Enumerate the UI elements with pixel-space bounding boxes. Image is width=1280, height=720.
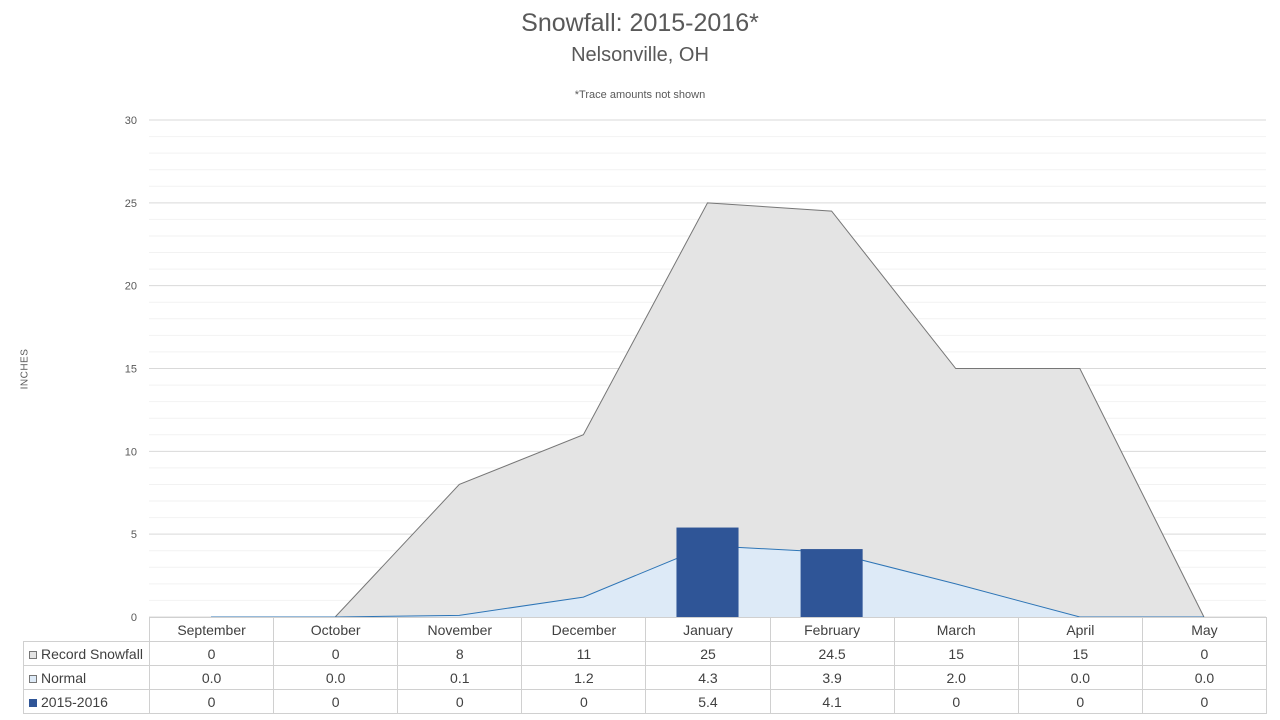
data-label: 0 xyxy=(273,641,399,666)
x-tick-label: May xyxy=(1141,617,1267,642)
x-tick-label: November xyxy=(397,617,523,642)
data-label: 15 xyxy=(893,641,1019,666)
legend-label: Normal xyxy=(41,669,87,686)
record-snowfall-line xyxy=(211,202,1205,618)
x-tick-label: March xyxy=(893,617,1019,642)
data-label: 0.0 xyxy=(273,665,399,690)
data-label: 0 xyxy=(1017,689,1143,714)
data-label: 0 xyxy=(148,641,275,666)
x-tick-label: February xyxy=(769,617,895,642)
x-tick-label: January xyxy=(645,617,771,642)
data-label: 3.9 xyxy=(769,665,895,690)
data-label: 0 xyxy=(273,689,399,714)
y-tick-label: 30 xyxy=(125,115,137,127)
table-row: 2015-2016 0 0 0 0 5.4 4.1 0 0 0 xyxy=(23,689,1267,714)
y-tick-label: 5 xyxy=(131,529,137,541)
legend-key xyxy=(29,650,37,659)
data-label: 0.0 xyxy=(1017,665,1143,690)
chart-note: *Trace amounts not shown xyxy=(574,89,706,101)
data-label: 5.4 xyxy=(645,689,771,714)
data-label: 8 xyxy=(397,641,523,666)
legend-key xyxy=(29,698,37,707)
x-tick-label: September xyxy=(148,617,275,642)
data-label: 15 xyxy=(1017,641,1143,666)
data-label: 1.2 xyxy=(521,665,647,690)
table-corner xyxy=(24,618,150,642)
chart-subtitle: Nelsonville, OH xyxy=(571,44,709,66)
legend-entry: 2015-2016 xyxy=(23,689,150,714)
table-header-row: September October November December January F… xyxy=(24,617,1267,642)
record-snowfall-area xyxy=(211,202,1204,618)
chart-title: Snowfall: 2015-2016* xyxy=(521,9,759,37)
y-tick-label: 10 xyxy=(125,446,137,458)
data-label: 0.0 xyxy=(148,665,275,690)
y-tick-label: 25 xyxy=(125,198,137,210)
data-label: 25 xyxy=(645,641,771,666)
legend-key xyxy=(29,674,37,683)
data-label: 0 xyxy=(148,689,275,714)
legend-entry: Normal xyxy=(23,665,150,690)
x-tick-label: December xyxy=(521,617,647,642)
data-label: 0 xyxy=(893,689,1019,714)
data-label: 4.1 xyxy=(769,689,895,714)
x-tick-label: October xyxy=(273,617,399,642)
y-tick-label: 15 xyxy=(125,364,137,376)
legend-label: Record Snowfall xyxy=(41,645,143,662)
y-tick-label: 0 xyxy=(131,612,137,624)
legend-entry: Record Snowfall xyxy=(23,641,150,666)
data-label: 11 xyxy=(521,641,647,666)
y-tick-label: 20 xyxy=(125,281,137,293)
data-label: 4.3 xyxy=(645,665,771,690)
data-label: 2.0 xyxy=(893,665,1019,690)
table-row: Normal 0.0 0.0 0.1 1.2 4.3 3.9 2.0 0.0 0.0 xyxy=(23,665,1267,690)
legend-label: 2015-2016 xyxy=(41,693,108,710)
x-tick-label: April xyxy=(1017,617,1143,642)
data-table: September October November December January F… xyxy=(23,617,1267,714)
data-label: 0.1 xyxy=(397,665,523,690)
table-row: Record Snowfall 0 0 8 11 25 24.5 15 15 0 xyxy=(23,641,1267,666)
data-label: 0 xyxy=(521,689,647,714)
bar xyxy=(676,527,739,617)
bar xyxy=(800,549,863,617)
data-label: 0 xyxy=(1141,641,1267,666)
data-label: 0.0 xyxy=(1141,665,1267,690)
data-label: 0 xyxy=(1141,689,1267,714)
data-label: 0 xyxy=(397,689,523,714)
data-label: 24.5 xyxy=(769,641,895,666)
